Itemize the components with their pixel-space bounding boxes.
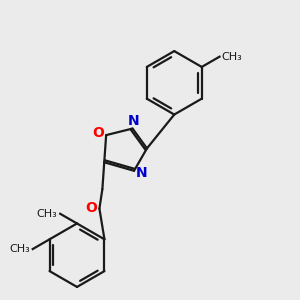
Text: O: O (85, 201, 97, 215)
Text: CH₃: CH₃ (37, 209, 57, 219)
Text: N: N (128, 114, 140, 128)
Text: CH₃: CH₃ (9, 244, 30, 254)
Text: N: N (136, 166, 147, 180)
Text: O: O (93, 126, 105, 140)
Text: CH₃: CH₃ (222, 52, 242, 62)
